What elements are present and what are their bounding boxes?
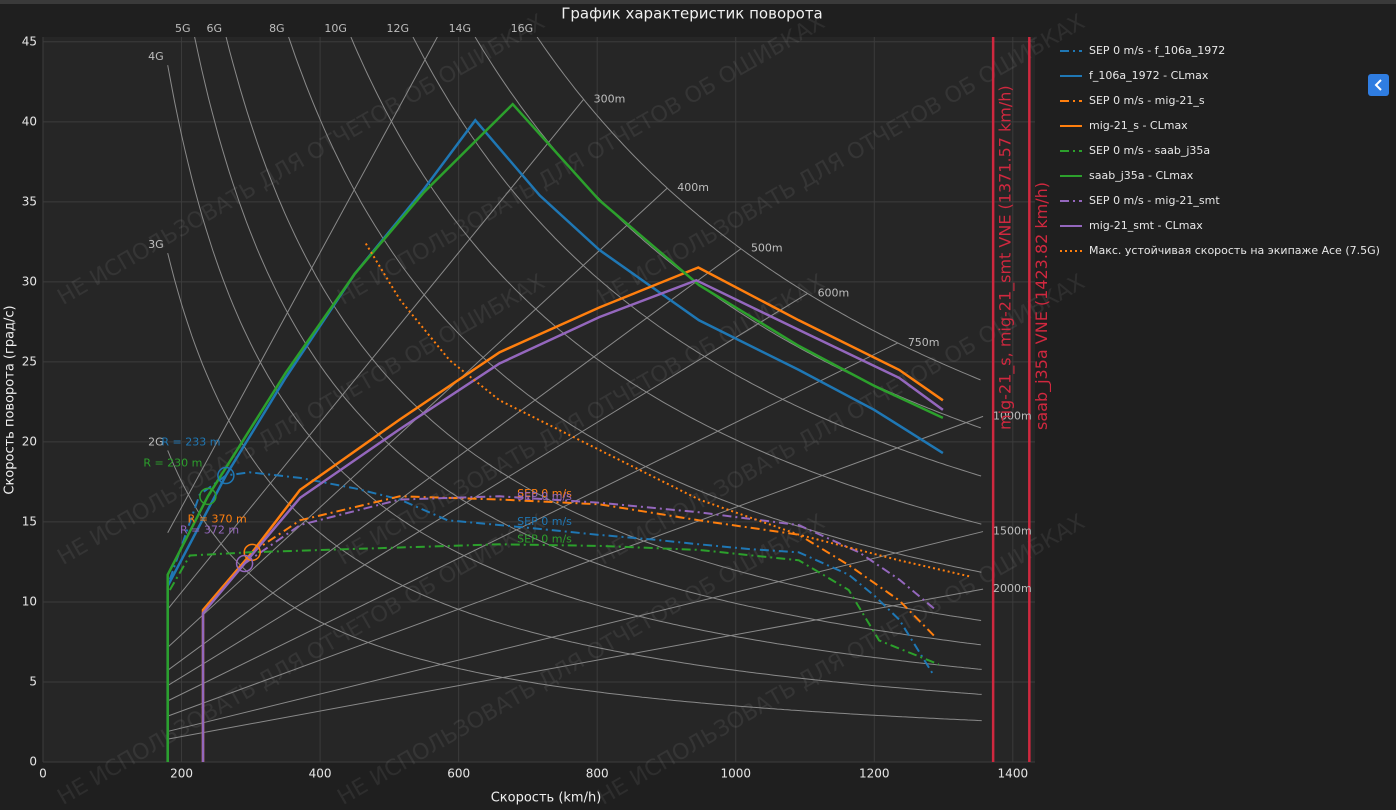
- series-line: [201, 266, 944, 762]
- sep-label: SEP 0 m/s: [517, 515, 572, 528]
- series-line: [251, 495, 935, 637]
- radius-line: [167, 248, 742, 671]
- radius-line-label: 600m: [818, 286, 850, 299]
- g-line-label: 10G: [324, 22, 347, 35]
- marker-label: R = 233 m: [161, 436, 220, 449]
- chart-title: График характеристик поворота: [561, 5, 823, 23]
- top-bar: [0, 0, 1396, 4]
- g-line: [225, 37, 982, 621]
- y-tick-label: 35: [22, 194, 37, 208]
- radius-line: [167, 342, 899, 702]
- y-tick-label: 0: [29, 755, 37, 769]
- y-axis-label: Скорость поворота (град/с): [3, 305, 18, 494]
- legend: SEP 0 m/s - f_106a_1972 f_106a_1972 - CLm…: [1060, 44, 1380, 257]
- sep-label: SEP 0 m/s: [517, 487, 572, 500]
- radius-line: [167, 588, 984, 740]
- x-tick-label: 400: [309, 767, 332, 781]
- toggle-icon: [1374, 79, 1382, 91]
- x-axis-label: Скорость (km/h): [491, 791, 602, 806]
- sep-label: SEP 0 m/s: [517, 533, 572, 546]
- radius-line: [167, 37, 438, 533]
- legend-label: SEP 0 m/s - mig-21_smt: [1089, 194, 1220, 207]
- series-line: [244, 495, 935, 610]
- y-tick-label: 5: [29, 674, 37, 688]
- g-line: [167, 252, 982, 695]
- g-line-label: 5G: [175, 22, 191, 35]
- x-tick-label: 1000: [720, 767, 751, 781]
- plot-background: [43, 37, 1035, 762]
- radius-line: [167, 99, 585, 610]
- series-line: [166, 118, 944, 762]
- side-toggle[interactable]: [1368, 74, 1389, 96]
- x-tick-label: 0: [39, 767, 47, 781]
- g-line-label: 3G: [148, 238, 164, 251]
- y-tick-label: 10: [22, 594, 37, 608]
- legend-label: SEP 0 m/s - f_106a_1972: [1089, 44, 1225, 57]
- turn-marker: [199, 487, 217, 506]
- marker-label: R = 370 m: [188, 512, 247, 525]
- radius-line-label: 750m: [908, 336, 940, 349]
- plot-area: НЕ ИСПОЛЬЗОВАТЬ ДЛЯ ОТЧЕТОВ ОБ ОШИБКАХНЕ…: [42, 10, 1089, 810]
- y-tick-label: 45: [22, 34, 37, 48]
- legend-label: Макс. устойчивая скорость на экипаже Ace…: [1089, 244, 1380, 257]
- series-line: [168, 471, 935, 677]
- y-tick-label: 40: [22, 114, 37, 128]
- g-line: [288, 37, 982, 573]
- series-line: [166, 102, 944, 762]
- g-line-label: 8G: [269, 22, 285, 35]
- vne-label: saab_j35a VNE (1423.82 km/h): [1032, 182, 1052, 430]
- radius-line-label: 2000m: [993, 582, 1032, 595]
- g-line: [350, 37, 982, 525]
- g-line-label: 4G: [148, 50, 164, 63]
- legend-label: f_106a_1972 - CLmax: [1089, 69, 1209, 82]
- legend-label: SEP 0 m/s - saab_j35a: [1089, 144, 1210, 157]
- g-line-label: 12G: [386, 22, 409, 35]
- x-tick-label: 600: [447, 767, 470, 781]
- radius-line: [167, 293, 808, 687]
- y-tick-label: 15: [22, 514, 37, 528]
- radius-line-label: 400m: [677, 181, 709, 194]
- marker-label: R = 230 m: [143, 456, 202, 469]
- y-tick-label: 30: [22, 274, 37, 288]
- radius-line-label: 1500m: [993, 525, 1032, 538]
- turn-marker: [217, 466, 235, 485]
- g-line: [536, 37, 981, 381]
- legend-label: SEP 0 m/s - mig-21_s: [1089, 94, 1205, 107]
- g-line: [167, 65, 982, 670]
- series-line: [364, 242, 970, 578]
- g-line-label: 14G: [449, 22, 472, 35]
- g-line-label: 6G: [207, 22, 223, 35]
- radius-line: [167, 531, 984, 732]
- y-tick-label: 25: [22, 354, 37, 368]
- sep-label: SEP 0 m/s: [517, 490, 572, 503]
- series-line: [168, 543, 940, 666]
- marker-label: R = 372 m: [180, 524, 239, 537]
- legend-label: saab_j35a - CLmax: [1089, 169, 1194, 182]
- g-line-label: 16G: [511, 22, 534, 35]
- series-line: [201, 278, 944, 762]
- y-tick-label: 20: [22, 434, 37, 448]
- legend-label: mig-21_smt - CLmax: [1089, 219, 1203, 232]
- x-tick-label: 200: [170, 767, 193, 781]
- radius-line-label: 300m: [594, 92, 626, 105]
- g-line: [167, 450, 982, 722]
- x-tick-label: 800: [586, 767, 609, 781]
- x-tick-label: 1200: [859, 767, 890, 781]
- radius-line: [167, 415, 984, 717]
- vne-label: mig-21_s, mig-21_smt VNE (1371.57 km/h): [996, 85, 1016, 430]
- x-tick-label: 1400: [998, 767, 1029, 781]
- radius-line-label: 500m: [751, 242, 783, 255]
- g-line: [194, 37, 981, 646]
- g-line-label: 2G: [148, 435, 164, 448]
- legend-label: mig-21_s - CLmax: [1089, 119, 1188, 132]
- g-line: [412, 37, 982, 477]
- radius-line-label: 1000m: [993, 409, 1032, 422]
- turn-marker: [235, 554, 254, 573]
